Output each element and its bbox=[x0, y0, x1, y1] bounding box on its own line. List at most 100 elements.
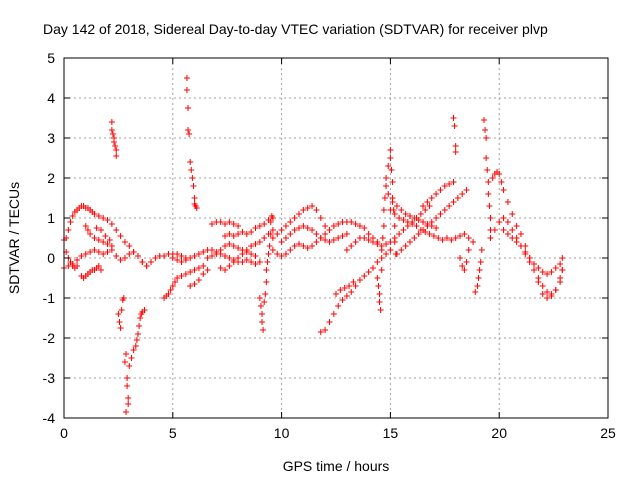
data-point bbox=[352, 239, 359, 245]
data-point bbox=[95, 263, 102, 269]
data-point bbox=[300, 207, 307, 213]
data-point bbox=[484, 167, 491, 173]
data-point bbox=[139, 259, 146, 265]
data-point bbox=[365, 237, 372, 243]
data-point bbox=[282, 223, 289, 229]
data-point bbox=[361, 235, 368, 241]
data-point bbox=[235, 255, 242, 261]
data-point bbox=[171, 279, 178, 285]
x-axis-tick-labels: 0 5 10 15 20 25 bbox=[60, 425, 616, 441]
data-point bbox=[259, 311, 266, 317]
data-point bbox=[217, 265, 224, 271]
data-point bbox=[335, 221, 342, 227]
data-point bbox=[383, 251, 390, 257]
data-point bbox=[185, 127, 192, 133]
x-tick-label: 20 bbox=[491, 425, 507, 441]
data-point bbox=[252, 241, 259, 247]
data-point bbox=[552, 265, 559, 271]
data-point bbox=[265, 251, 272, 257]
data-point bbox=[195, 265, 202, 271]
y-axis-title: SDTVAR / TECUs bbox=[6, 182, 22, 294]
data-point bbox=[187, 159, 194, 165]
data-point bbox=[118, 307, 125, 313]
data-point bbox=[187, 269, 194, 275]
data-point bbox=[476, 267, 483, 273]
data-point bbox=[470, 239, 477, 245]
data-point bbox=[252, 225, 259, 231]
data-point bbox=[457, 233, 464, 239]
data-point bbox=[97, 267, 104, 273]
data-point bbox=[369, 239, 376, 245]
data-point bbox=[252, 253, 259, 259]
data-point bbox=[452, 143, 459, 149]
data-point bbox=[91, 235, 98, 241]
data-point bbox=[187, 283, 194, 289]
data-point bbox=[108, 127, 115, 133]
data-point bbox=[117, 257, 124, 263]
data-point bbox=[115, 311, 122, 317]
data-point bbox=[282, 235, 289, 241]
data-point bbox=[278, 239, 285, 245]
data-point bbox=[296, 225, 303, 231]
data-point bbox=[504, 231, 511, 237]
data-point bbox=[82, 223, 89, 229]
data-point bbox=[477, 259, 484, 265]
data-point bbox=[204, 255, 211, 261]
data-point bbox=[124, 383, 131, 389]
data-point bbox=[174, 251, 181, 257]
data-point bbox=[343, 247, 350, 253]
data-point bbox=[430, 233, 437, 239]
data-point bbox=[121, 255, 128, 261]
data-point bbox=[282, 251, 289, 257]
data-point bbox=[141, 307, 148, 313]
data-point bbox=[222, 267, 229, 273]
data-point bbox=[487, 235, 494, 241]
data-point bbox=[121, 239, 128, 245]
data-point bbox=[463, 259, 470, 265]
data-point bbox=[208, 253, 215, 259]
data-point bbox=[287, 247, 294, 253]
data-point bbox=[74, 257, 81, 263]
y-tick-label: -3 bbox=[43, 370, 56, 386]
data-point bbox=[383, 175, 390, 181]
data-point bbox=[230, 233, 237, 239]
data-point bbox=[134, 331, 141, 337]
data-point bbox=[100, 215, 107, 221]
data-point bbox=[461, 231, 468, 237]
data-point bbox=[235, 231, 242, 237]
data-point bbox=[411, 215, 418, 221]
data-point bbox=[230, 259, 237, 265]
data-point bbox=[343, 293, 350, 299]
data-point bbox=[132, 343, 139, 349]
data-point bbox=[535, 265, 542, 271]
data-point bbox=[267, 231, 274, 237]
data-point bbox=[226, 263, 233, 269]
data-point bbox=[262, 291, 269, 297]
data-point bbox=[182, 271, 189, 277]
data-point bbox=[439, 237, 446, 243]
data-point bbox=[496, 219, 503, 225]
data-point bbox=[65, 227, 72, 233]
data-point bbox=[226, 231, 233, 237]
data-point bbox=[248, 251, 255, 257]
data-point bbox=[126, 363, 133, 369]
data-point bbox=[393, 203, 400, 209]
data-point bbox=[226, 219, 233, 225]
x-tick-label: 10 bbox=[274, 425, 290, 441]
data-point bbox=[452, 235, 459, 241]
data-point bbox=[337, 287, 344, 293]
data-point bbox=[356, 223, 363, 229]
data-point bbox=[204, 267, 211, 273]
data-point bbox=[443, 235, 450, 241]
data-point bbox=[517, 243, 524, 249]
plot-frame bbox=[63, 57, 609, 419]
data-point bbox=[539, 269, 546, 275]
data-point bbox=[446, 181, 453, 187]
data-point bbox=[200, 249, 207, 255]
data-point bbox=[248, 259, 255, 265]
data-point bbox=[116, 319, 123, 325]
data-point bbox=[415, 231, 422, 237]
data-point bbox=[374, 259, 381, 265]
y-tick-label: -1 bbox=[43, 290, 56, 306]
data-point bbox=[222, 243, 229, 249]
